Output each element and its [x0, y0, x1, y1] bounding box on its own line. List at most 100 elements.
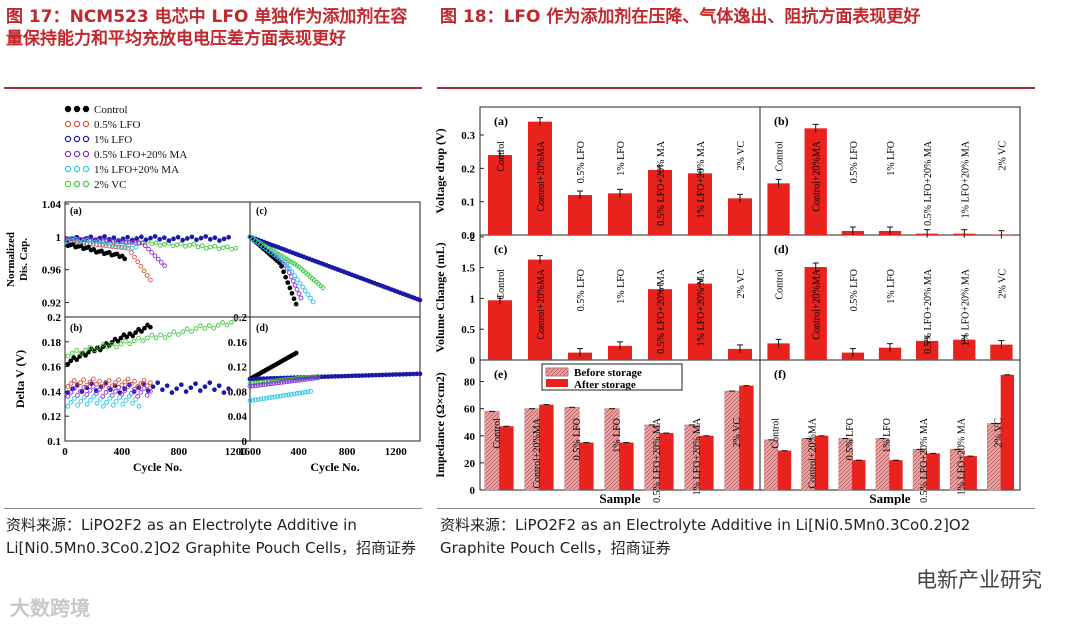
legend-marker — [73, 135, 81, 143]
trace-point — [294, 378, 300, 383]
y-tick-label: 0 — [242, 436, 248, 448]
trace-point — [233, 317, 239, 322]
trace-point — [74, 357, 80, 363]
legend-marker — [64, 105, 72, 113]
panel-label: (c) — [494, 242, 507, 256]
title-rule-left — [4, 87, 422, 89]
trace-point — [123, 239, 129, 245]
trace-point — [287, 285, 293, 291]
trace-point — [310, 376, 316, 381]
trace-point — [225, 244, 230, 250]
trace-point — [104, 399, 110, 405]
trace-point — [191, 241, 197, 247]
trace-point — [313, 375, 318, 381]
trace-point — [250, 383, 255, 389]
trace-point — [135, 259, 141, 265]
trace-point — [130, 240, 135, 245]
trace-point — [302, 377, 308, 382]
trace-point — [121, 332, 127, 338]
trace-point — [134, 236, 140, 241]
figure-17-title: 图 17：NCM523 电芯中 LFO 单独作为添加剂在容量保持能力和平均充放电… — [6, 7, 408, 49]
trace-point — [152, 234, 158, 239]
x-axis-label: Cycle No. — [133, 460, 182, 474]
trace-point — [71, 355, 77, 360]
bar — [648, 170, 672, 235]
trace-point — [171, 236, 176, 242]
figure-17-chart: Control 0.5% LFO 1% LFO 0.5% LFO+20% MA 1% L… — [5, 104, 423, 474]
trace-point — [189, 329, 194, 334]
trace-point — [417, 297, 423, 303]
trace-point — [252, 383, 258, 389]
trace-point — [175, 332, 181, 337]
trace-point — [294, 391, 300, 396]
trace-point — [285, 280, 291, 285]
category-label: 1% LFO — [616, 269, 627, 304]
y-tick-label: 0.12 — [42, 411, 62, 423]
trace-point — [164, 383, 170, 389]
trace-point — [202, 384, 208, 390]
y-tick-label: 0 — [470, 485, 476, 497]
trace-point — [153, 335, 159, 341]
trace-point — [297, 377, 303, 383]
trace-point — [128, 381, 134, 387]
y-tick-label: 0.2 — [47, 312, 61, 324]
trace-point — [159, 260, 164, 265]
trace-point — [99, 248, 104, 254]
trace-point — [162, 241, 167, 247]
trace-point — [114, 398, 119, 404]
trace-point — [87, 379, 93, 385]
category-label: 2% VC — [993, 418, 1004, 448]
trace-point — [184, 326, 190, 332]
legend-label: 0.5% LFO+20% MA — [94, 149, 187, 161]
trace-point — [123, 397, 129, 403]
trace-point — [144, 383, 150, 389]
bar — [916, 340, 939, 360]
trace-point — [302, 288, 308, 294]
legend-label: 2% VC — [94, 179, 127, 191]
y-tick-label: 2 — [470, 232, 476, 244]
y-tick-label: 40 — [464, 431, 476, 443]
trace-point — [117, 395, 122, 400]
y-tick-label: 0.96 — [42, 265, 62, 277]
trace-point — [106, 386, 112, 391]
y-tick-label: 0.16 — [228, 337, 248, 349]
trace-point — [157, 243, 163, 248]
bar — [488, 300, 512, 360]
trace-point — [132, 387, 137, 392]
category-label: 1% LFO+20% MA — [960, 140, 971, 218]
trace-point — [258, 382, 263, 388]
trace-point — [226, 234, 232, 240]
trace-point — [149, 241, 155, 247]
trace-point — [263, 379, 269, 385]
trace-point — [302, 389, 308, 395]
trace-point — [124, 334, 130, 340]
x-axis-label: Sample — [599, 491, 640, 505]
trace-point — [109, 393, 115, 398]
trace-point — [81, 385, 87, 390]
trace-point — [118, 335, 124, 341]
bar — [878, 347, 902, 360]
trace-point — [133, 330, 138, 335]
source-rule-right — [437, 508, 1035, 509]
panel-label: (b) — [70, 323, 82, 334]
trace-point — [300, 390, 305, 396]
y-axis-label-a: Dis. Cap. — [18, 238, 30, 281]
category-label: 2% VC — [997, 141, 1008, 171]
trace-point — [139, 240, 145, 246]
trace-point — [291, 296, 297, 302]
panel-label: (a) — [494, 114, 508, 128]
y-tick-label: 80 — [464, 377, 476, 389]
y-tick-label: 0.3 — [461, 130, 475, 142]
trace-point — [125, 234, 130, 240]
x-tick-label: 800 — [339, 446, 356, 458]
bar — [608, 345, 632, 360]
trace-point — [277, 260, 282, 266]
category-label: Control+20%MA — [812, 268, 823, 339]
bar — [990, 344, 1013, 360]
trace-point — [92, 347, 97, 353]
trace-point — [265, 381, 271, 387]
trace-point — [113, 380, 118, 386]
trace-point — [97, 387, 102, 392]
legend-label: 0.5% LFO — [94, 119, 141, 131]
trace-point — [65, 384, 71, 389]
